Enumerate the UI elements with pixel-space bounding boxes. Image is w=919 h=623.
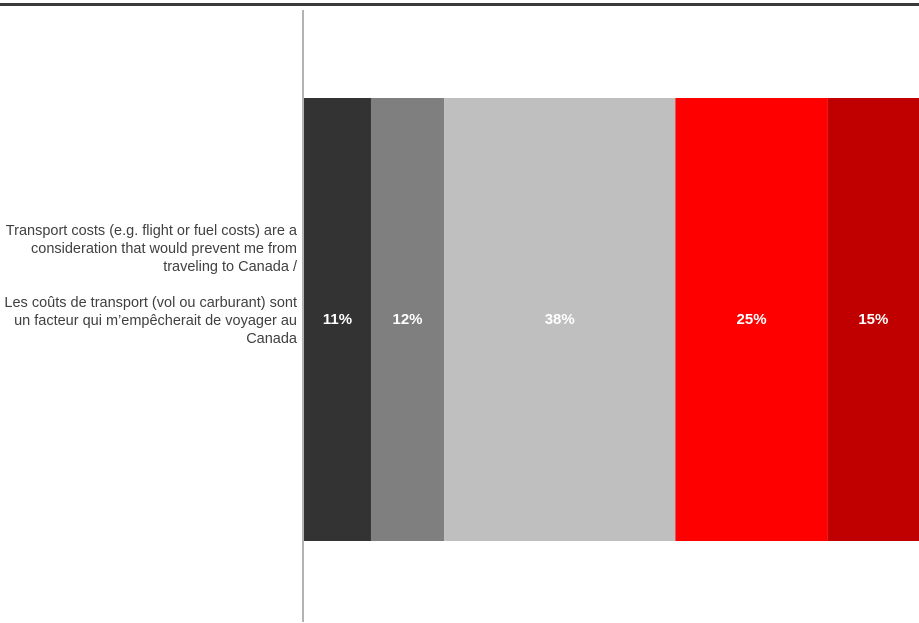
data-label-3: 38% [545,311,575,328]
data-label-2: 12% [392,311,422,328]
category-axis-line [302,10,304,622]
bar-segments [304,98,919,541]
bar-segment-1 [304,98,371,541]
bar-segment-3 [444,98,676,541]
data-label-4: 25% [737,311,767,328]
top-rule [0,3,919,6]
bar-segment-4 [675,98,828,541]
category-label-french: Les coûts de transport (vol ou carburant… [4,295,297,347]
data-label-1: 11% [323,311,352,328]
data-label-5: 15% [858,311,888,328]
bar-segment-5 [827,98,919,541]
category-label: Transport costs (e.g. flight or fuel cos… [0,222,297,348]
data-labels: 11% 12% 38% 25% 15% [323,311,888,328]
bar-segment-2 [370,98,445,541]
category-label-english: Transport costs (e.g. flight or fuel cos… [5,223,297,275]
